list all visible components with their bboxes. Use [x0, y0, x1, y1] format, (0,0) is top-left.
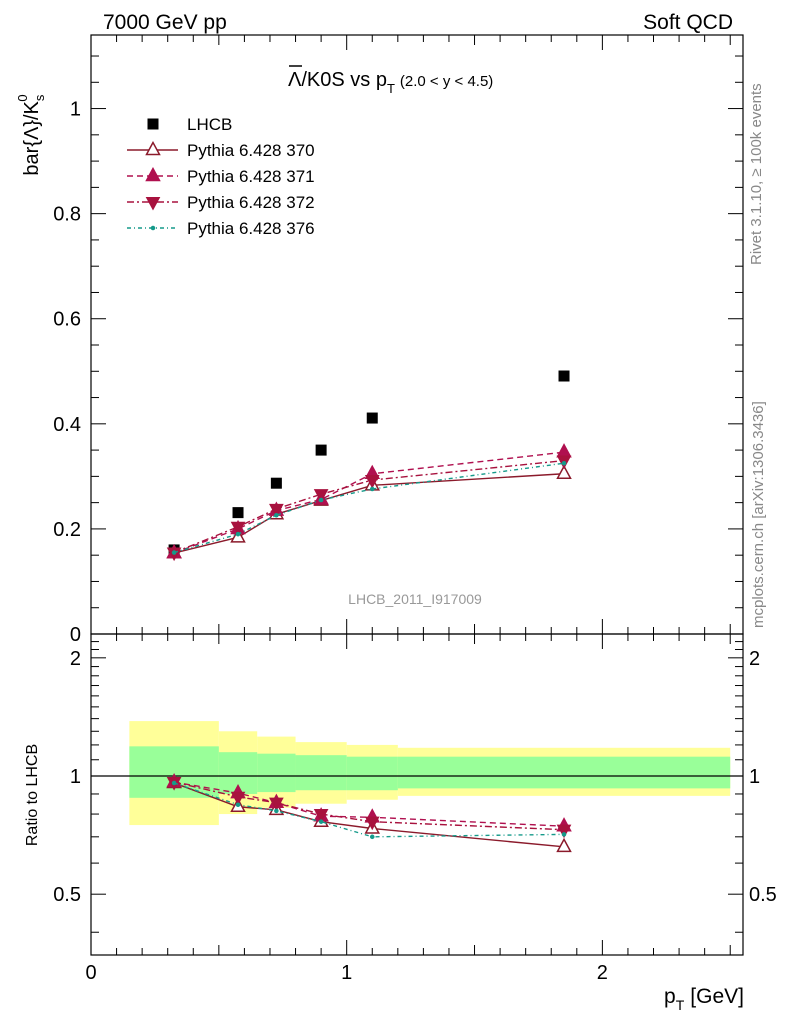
header-left: 7000 GeV pp [103, 11, 227, 34]
ratio-data-point [313, 809, 329, 823]
ratio-x-tick-label: 2 [597, 962, 608, 984]
main-y-label-main: bar{Λ}/K [21, 100, 43, 175]
main-data-point [171, 550, 177, 555]
main-y-tick-label: 1 [70, 99, 81, 121]
legend-marker [145, 196, 161, 211]
main-y-label: bar{Λ}/Ks0 [15, 94, 47, 176]
main-data-point [366, 412, 378, 424]
main-y-tick-labels: 0 0.2 0.4 0.6 0.8 1 [53, 99, 81, 646]
ratio-series-group [166, 773, 572, 853]
main-y-tick-label: 0.4 [53, 414, 81, 436]
ratio-band-inner [295, 755, 347, 791]
main-data-point [364, 474, 380, 489]
ratio-data-point [171, 780, 177, 786]
ratio-x-tick-label: 0 [85, 962, 96, 984]
legend-marker [147, 118, 159, 130]
ratio-y-tick-label-right: 1 [749, 766, 760, 788]
ratio-data-point [561, 832, 567, 837]
ratio-y-tick-label-right: 2 [749, 648, 760, 670]
ratio-data-point [318, 819, 324, 824]
main-y-label-sub: s [32, 94, 47, 101]
main-data-point [274, 512, 279, 518]
ratio-data-point [556, 837, 572, 853]
x-axis-label: pT [GeV] [664, 985, 744, 1013]
main-series-line [173, 451, 565, 554]
legend-label: Pythia 6.428 372 [187, 193, 315, 212]
ratio-plot-frame [90, 633, 744, 956]
main-panel: 0 0.2 0.4 0.6 0.8 1 Λ/K0S vs pT (2.0 < y < 4.5… [15, 34, 744, 646]
ratio-data-point [556, 824, 572, 839]
legend-marker [145, 140, 161, 156]
ratio-data-point [230, 791, 246, 806]
chart-title-range: (2.0 < y < 4.5) [400, 73, 493, 90]
main-data-point [313, 489, 329, 503]
main-data-point [369, 486, 375, 492]
legend-marker [150, 225, 156, 231]
ratio-y-tick-label-right: 0.5 [749, 884, 777, 906]
x-axis-label-sub: T [676, 997, 685, 1013]
mcplots-source-label: mcplots.cern.ch [arXiv:1306.3436] [750, 401, 767, 628]
ratio-data-point [235, 802, 241, 807]
legend-marker [145, 166, 161, 182]
ratio-y-tick-label-left: 1 [70, 766, 81, 788]
ratio-series-line [173, 782, 565, 848]
ratio-panel: 0.5 0.5 1 1 2 2 0 1 2 Ratio to LHCB pT [GeV] [24, 633, 777, 1013]
main-data-point [270, 477, 282, 489]
main-y-label-sup: 0 [15, 94, 30, 101]
main-data-point [318, 497, 324, 503]
ratio-series-line [173, 782, 565, 838]
ratio-data-point [269, 797, 284, 812]
ratio-data-point [274, 808, 279, 814]
legend-label: Pythia 6.428 376 [187, 219, 315, 238]
main-data-point [235, 531, 241, 537]
rivet-version-label: Rivet 3.1.10, ≥ 100k events [748, 83, 765, 265]
ratio-y-tick-label-left: 0.5 [53, 884, 81, 906]
main-y-tick-label: 0.2 [53, 519, 81, 541]
ratio-data-point [364, 816, 380, 831]
ratio-band-inner [346, 756, 398, 791]
x-axis-label-main: p [664, 985, 676, 1008]
main-y-tick-label: 0.8 [53, 204, 81, 226]
legend-label: Pythia 6.428 370 [187, 141, 315, 160]
chart-title-sub: T [387, 81, 395, 96]
main-y-tick-label: 0 [70, 624, 81, 646]
main-data-point [561, 460, 567, 466]
main-data-point [269, 503, 284, 518]
analysis-watermark: LHCB_2011_I917009 [348, 591, 482, 607]
chart-title-main: Λ/K0S vs p [288, 69, 387, 91]
main-series-group [166, 370, 572, 562]
main-y-tick-label: 0.6 [53, 309, 81, 331]
chart-title: Λ/K0S vs pT (2.0 < y < 4.5) [288, 69, 493, 96]
legend-label: LHCB [187, 115, 232, 134]
x-axis-label-unit: [GeV] [690, 985, 744, 1008]
main-data-point [556, 443, 572, 458]
ratio-y-tick-labels: 0.5 0.5 1 1 2 2 [53, 648, 777, 906]
legend-label: Pythia 6.428 371 [187, 167, 315, 186]
ratio-data-point [369, 834, 375, 840]
legend: LHCB Pythia 6.428 370 Pythia 6.428 371 Pyth… [127, 115, 315, 238]
main-data-point [230, 521, 246, 536]
ratio-band-inner [397, 756, 731, 789]
main-data-point [558, 370, 570, 382]
ratio-y-tick-label-left: 2 [70, 648, 81, 670]
ratio-y-label: Ratio to LHCB [24, 744, 41, 846]
header-right: Soft QCD [643, 11, 733, 34]
main-data-point [315, 444, 327, 456]
ratio-series-line [173, 781, 565, 827]
main-data-point [232, 507, 244, 519]
ratio-uncertainty-bands [129, 721, 731, 826]
ratio-x-tick-labels: 0 1 2 [85, 962, 607, 984]
main-series-line [173, 462, 565, 554]
ratio-band-inner [257, 753, 296, 793]
main-series-line [173, 459, 565, 554]
main-data-point [556, 464, 572, 480]
ratio-x-tick-label: 1 [341, 962, 352, 984]
